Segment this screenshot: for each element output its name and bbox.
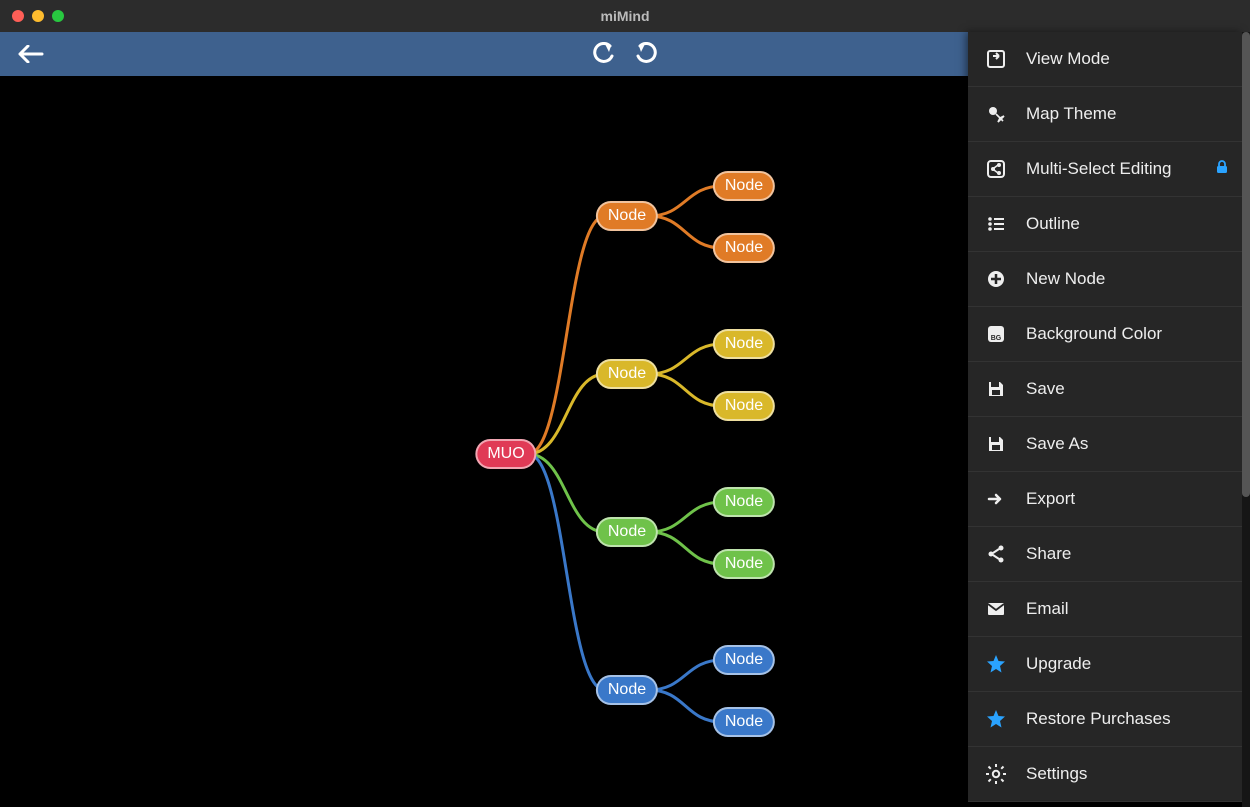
back-button[interactable] [18, 45, 44, 63]
menu-item-label: View Mode [1026, 49, 1110, 69]
theme-icon [984, 102, 1008, 126]
leaf-node-1-0[interactable]: Node [713, 329, 775, 359]
root-node[interactable]: MUO [475, 439, 536, 469]
menu-item-star[interactable]: Upgrade [968, 637, 1242, 692]
settings-icon [984, 762, 1008, 786]
menu-item-label: Upgrade [1026, 654, 1091, 674]
menu-item-label: Email [1026, 599, 1069, 619]
menu-item-label: Outline [1026, 214, 1080, 234]
menu-item-label: Export [1026, 489, 1075, 509]
traffic-lights [0, 10, 64, 22]
menu-item-bg-color[interactable]: BG Background Color [968, 307, 1242, 362]
menu-scrollbar[interactable] [1242, 32, 1250, 807]
menu-item-star[interactable]: Restore Purchases [968, 692, 1242, 747]
branch-node-3[interactable]: Node [596, 675, 658, 705]
zoom-window-button[interactable] [52, 10, 64, 22]
branch-node-0[interactable]: Node [596, 201, 658, 231]
undo-button[interactable] [590, 42, 616, 66]
email-icon [984, 597, 1008, 621]
menu-item-theme[interactable]: Map Theme [968, 87, 1242, 142]
share-icon [984, 542, 1008, 566]
back-arrow-icon [18, 45, 44, 63]
leaf-node-0-1[interactable]: Node [713, 233, 775, 263]
menu-item-label: Save [1026, 379, 1065, 399]
multi-select-icon [984, 157, 1008, 181]
view-mode-icon [984, 47, 1008, 71]
menu-item-save-as[interactable]: Save As [968, 417, 1242, 472]
leaf-node-3-0[interactable]: Node [713, 645, 775, 675]
menu-item-email[interactable]: Email [968, 582, 1242, 637]
lock-icon [1216, 159, 1228, 179]
redo-button[interactable] [634, 42, 660, 66]
bg-color-icon: BG [984, 322, 1008, 346]
titlebar: miMind [0, 0, 1250, 32]
side-menu: View Mode Map Theme Multi-Select Editing Ou… [968, 32, 1242, 802]
menu-item-share[interactable]: Share [968, 527, 1242, 582]
scrollbar-thumb[interactable] [1242, 32, 1250, 497]
window-title: miMind [601, 8, 650, 24]
branch-node-2[interactable]: Node [596, 517, 658, 547]
save-as-icon [984, 432, 1008, 456]
close-window-button[interactable] [12, 10, 24, 22]
undo-icon [590, 42, 616, 66]
star-icon [984, 652, 1008, 676]
menu-item-export[interactable]: Export [968, 472, 1242, 527]
menu-item-new-node[interactable]: New Node [968, 252, 1242, 307]
menu-item-label: Map Theme [1026, 104, 1116, 124]
menu-item-multi-select[interactable]: Multi-Select Editing [968, 142, 1242, 197]
menu-item-label: Background Color [1026, 324, 1162, 344]
svg-text:BG: BG [991, 335, 1002, 342]
leaf-node-2-0[interactable]: Node [713, 487, 775, 517]
save-icon [984, 377, 1008, 401]
minimize-window-button[interactable] [32, 10, 44, 22]
leaf-node-1-1[interactable]: Node [713, 391, 775, 421]
branch-node-1[interactable]: Node [596, 359, 658, 389]
menu-item-view-mode[interactable]: View Mode [968, 32, 1242, 87]
redo-icon [634, 42, 660, 66]
outline-icon [984, 212, 1008, 236]
leaf-node-0-0[interactable]: Node [713, 171, 775, 201]
menu-item-outline[interactable]: Outline [968, 197, 1242, 252]
new-node-icon [984, 267, 1008, 291]
menu-item-label: Share [1026, 544, 1071, 564]
menu-item-label: Multi-Select Editing [1026, 159, 1172, 179]
menu-item-save[interactable]: Save [968, 362, 1242, 417]
menu-item-settings[interactable]: Settings [968, 747, 1242, 802]
leaf-node-3-1[interactable]: Node [713, 707, 775, 737]
menu-item-label: New Node [1026, 269, 1105, 289]
export-icon [984, 487, 1008, 511]
menu-item-label: Save As [1026, 434, 1088, 454]
menu-item-label: Restore Purchases [1026, 709, 1171, 729]
star-icon [984, 707, 1008, 731]
menu-item-label: Settings [1026, 764, 1087, 784]
leaf-node-2-1[interactable]: Node [713, 549, 775, 579]
